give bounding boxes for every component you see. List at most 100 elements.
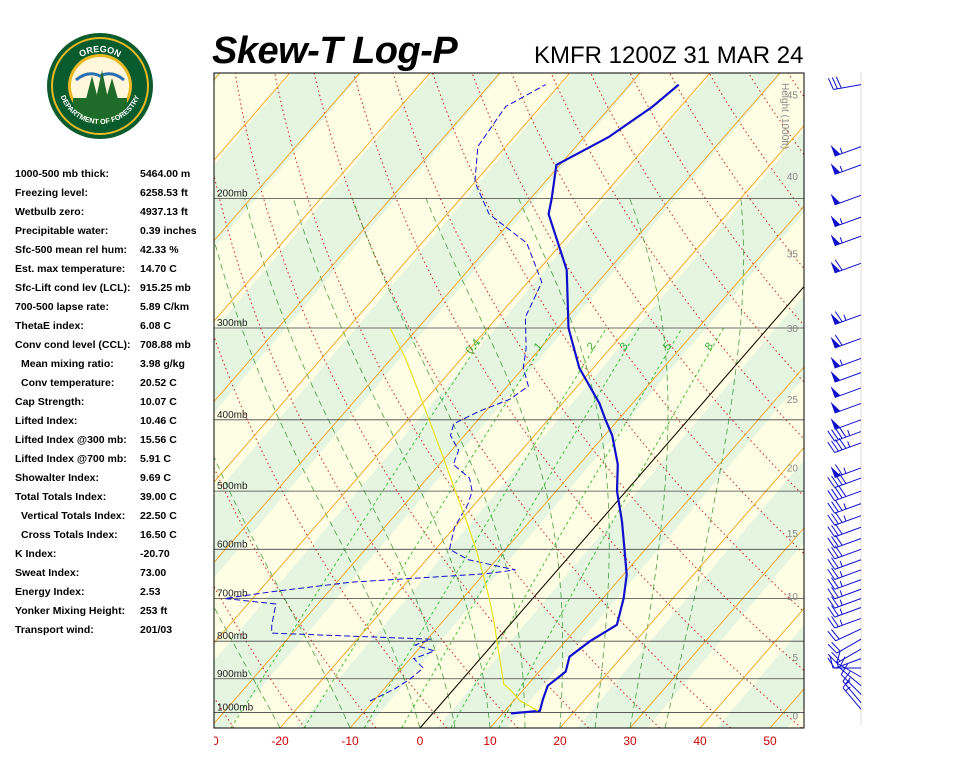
index-row: ThetaE index: 6.08 C xyxy=(15,320,215,339)
index-value: 253 ft xyxy=(140,605,168,617)
index-label: Cap Strength: xyxy=(15,396,85,408)
index-label: Energy Index: xyxy=(15,586,85,598)
index-value: 5464.00 m xyxy=(140,168,191,180)
index-value: 20.52 C xyxy=(140,377,177,389)
wind-barb xyxy=(827,523,862,538)
index-label: Mean mixing ratio: xyxy=(21,358,114,370)
plot-frame xyxy=(213,72,805,729)
moist-adiabat xyxy=(214,606,281,728)
wind-barb xyxy=(836,650,862,678)
wind-barb xyxy=(830,215,862,228)
index-row: Wetbulb zero: 4937.13 ft xyxy=(15,206,215,225)
index-value: 15.56 C xyxy=(140,434,177,446)
index-label: Sfc-Lift cond lev (LCL): xyxy=(15,282,131,294)
index-label: Precipitable water: xyxy=(15,225,109,237)
station-datetime: KMFR 1200Z 31 MAR 24 xyxy=(534,42,804,69)
index-value: 5.89 C/km xyxy=(140,301,190,313)
x-tick-label: -10 xyxy=(341,734,359,748)
tree-icon xyxy=(86,70,118,99)
index-row: Conv temperature: 20.52 C xyxy=(15,377,215,396)
stability-indices-panel: 1000-500 mb thick: 5464.00 m Freezing leve… xyxy=(15,168,215,643)
dry-adiabat xyxy=(471,73,804,555)
index-value: -20.70 xyxy=(140,548,170,560)
mixing-ratio-line xyxy=(230,327,490,728)
isotherm xyxy=(214,73,641,564)
dry-adiabat xyxy=(803,0,960,728)
index-label: Transport wind: xyxy=(15,624,94,636)
mixing-ratio-line xyxy=(363,327,607,728)
parcel-profile xyxy=(389,327,539,712)
index-row: Conv cond level (CCL): 708.88 mb xyxy=(15,339,215,358)
index-value: 708.88 mb xyxy=(140,339,191,351)
mixing-ratio-line xyxy=(498,327,724,728)
wind-barb xyxy=(827,648,862,664)
wind-barb xyxy=(827,534,862,549)
moist-adiabat xyxy=(352,198,526,728)
index-label: Lifted Index: xyxy=(15,415,78,427)
pressure-label: 300mb xyxy=(217,318,248,329)
wind-barb xyxy=(827,628,862,642)
moist-adiabat xyxy=(629,198,669,728)
x-tick-label: 0 xyxy=(417,734,424,748)
index-value: 42.33 % xyxy=(140,244,179,256)
index-row: K Index: -20.70 xyxy=(15,548,215,567)
x-tick-label: 10 xyxy=(483,734,497,748)
index-value: 4937.13 ft xyxy=(140,206,188,218)
index-value: 16.50 C xyxy=(140,529,177,541)
isotherm xyxy=(214,73,431,322)
wind-barb xyxy=(827,437,862,453)
index-label: 1000-500 mb thick: xyxy=(15,168,109,180)
isotherm xyxy=(0,0,23,728)
height-tick-label: 30 xyxy=(787,324,799,335)
wind-barb xyxy=(827,557,862,570)
height-tick-label: 15 xyxy=(787,529,799,540)
wind-barb xyxy=(827,486,862,502)
temperature-profile xyxy=(511,83,680,715)
isotherm xyxy=(279,125,804,728)
pressure-label: 900mb xyxy=(217,669,248,680)
wind-barb xyxy=(830,234,862,247)
index-value: 5.91 C xyxy=(140,453,171,465)
index-label: Est. max temperature: xyxy=(15,263,126,275)
index-label: Total Totals Index: xyxy=(15,491,107,503)
wind-barb xyxy=(829,655,861,669)
isotherm xyxy=(0,0,233,728)
mixing-ratio-line xyxy=(401,327,640,728)
svg-text:OREGON: OREGON xyxy=(77,44,122,59)
index-label: Showalter Index: xyxy=(15,472,100,484)
height-tick-label: 35 xyxy=(787,250,799,261)
wind-barb xyxy=(830,464,862,478)
dry-adiabat xyxy=(313,73,732,728)
index-row: Est. max temperature: 14.70 C xyxy=(15,263,215,282)
dry-adiabat xyxy=(214,334,448,728)
isotherm xyxy=(214,73,291,161)
index-row: Lifted Index @700 mb: 5.91 C xyxy=(15,453,215,472)
pressure-label: 200mb xyxy=(217,189,248,200)
height-tick-label: 5 xyxy=(792,653,798,664)
temperature-band xyxy=(296,129,804,728)
isotherm xyxy=(629,527,804,728)
index-label: Conv temperature: xyxy=(21,377,115,389)
index-value: 22.50 C xyxy=(140,510,177,522)
wind-barb xyxy=(830,311,862,325)
x-tick-label: 50 xyxy=(763,734,777,748)
isotherm xyxy=(214,73,781,725)
moist-adiabat xyxy=(292,198,491,728)
oregon-department-of-forestry-logo: OREGON DEPARTMENT OF FORESTRY xyxy=(47,33,153,139)
index-row: Vertical Totals Index: 22.50 C xyxy=(15,510,215,529)
index-row: Freezing level: 6258.53 ft xyxy=(15,187,215,206)
index-label: Vertical Totals Index: xyxy=(21,510,126,522)
x-tick-label: 30 xyxy=(623,734,637,748)
wind-barb xyxy=(827,545,862,560)
dry-adiabat xyxy=(392,73,804,672)
wind-barb xyxy=(830,370,862,383)
wind-barb xyxy=(827,76,862,90)
index-label: ThetaE index: xyxy=(15,320,84,332)
isotherm xyxy=(349,205,804,728)
index-row: Mean mixing ratio: 3.98 g/kg xyxy=(15,358,215,377)
mixing-ratio-line xyxy=(450,327,683,728)
index-label: Sfc-500 mean rel hum: xyxy=(15,244,128,256)
wind-barb xyxy=(827,638,862,654)
dry-adiabat xyxy=(214,696,235,728)
moist-adiabat xyxy=(518,198,610,728)
